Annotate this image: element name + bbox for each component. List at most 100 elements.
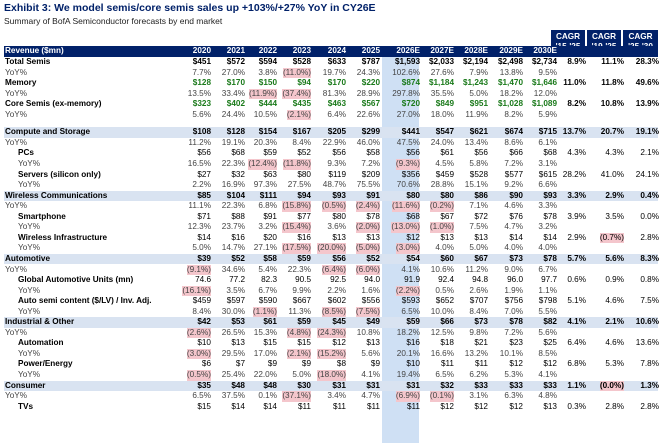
value-cell: 8.4% <box>469 306 488 316</box>
value-cell: $32 <box>440 380 454 390</box>
value-cell: (16.1%) <box>182 285 211 297</box>
row-label: YoY% <box>5 327 28 337</box>
value-cell: 6.1% <box>538 137 557 147</box>
value-cell: 9.5% <box>538 67 557 77</box>
value-cell: 297.8% <box>392 88 420 98</box>
value-cell: $441 <box>401 127 420 137</box>
row-label: YoY% <box>5 201 28 211</box>
value-cell: $594 <box>258 57 277 67</box>
value-cell: 25.4% <box>221 370 245 379</box>
value-cell: 4.7% <box>504 222 523 232</box>
value-cell: 28.9% <box>356 88 380 98</box>
value-cell: (1.1%) <box>252 306 277 318</box>
value-cell: $567 <box>361 99 380 109</box>
value-cell: $86 <box>474 190 488 200</box>
row-label: Compute and Storage <box>5 127 91 137</box>
value-cell: 5.4% <box>258 264 277 274</box>
row-label: YoY% <box>5 391 28 401</box>
value-cell: 11.3% <box>288 306 311 316</box>
value-cell: $56 <box>332 148 346 158</box>
value-cell: $52 <box>366 253 380 263</box>
cagr-cell: 5.3% <box>605 359 624 369</box>
table-row: Automotive $39 $52 $58 $59 $56 $52 $54 $60 $67 $73… <box>4 253 659 265</box>
value-cell: 23.7% <box>221 222 245 232</box>
value-cell: 7.9% <box>469 67 488 77</box>
value-cell: 7.1% <box>469 201 488 211</box>
value-cell: 4.0% <box>435 243 454 253</box>
value-cell: 7.7% <box>192 67 211 77</box>
row-label: Auto semi content ($/LV) / Inv. Adj. <box>18 296 152 306</box>
value-cell: 18.0% <box>430 109 454 119</box>
cagr-cell: 10.6% <box>635 317 659 327</box>
row-label: Industrial & Other <box>5 317 75 327</box>
value-cell: $528 <box>292 57 311 67</box>
value-cell: $459 <box>435 169 454 179</box>
value-cell: 8.4% <box>292 137 311 147</box>
value-cell: $67 <box>440 211 454 221</box>
value-cell: $58 <box>366 148 380 158</box>
value-cell: 91.9 <box>404 275 420 285</box>
value-cell: 3.3% <box>538 201 557 211</box>
value-cell: 37.5% <box>221 391 245 401</box>
value-cell: 19.1% <box>221 137 245 147</box>
yoy-row: YoY% 8.4% 30.0% (1.1%) 11.3% (8.5%) (7.5%) 6.5%… <box>4 306 658 318</box>
value-cell: $30 <box>297 380 311 390</box>
value-cell: 3.5% <box>226 285 245 295</box>
value-cell: $220 <box>361 78 380 88</box>
value-cell: 27.0% <box>221 67 245 77</box>
value-cell: $93 <box>332 190 346 200</box>
value-cell: 3.2% <box>538 222 557 232</box>
value-cell: (15.8%) <box>282 201 311 212</box>
table-row: Servers (silicon only) $27 $32 $63 $80 $119 $2… <box>4 169 659 181</box>
row-label: YoY% <box>5 137 28 147</box>
row-label: YoY% <box>5 88 28 98</box>
value-cell: 47.5% <box>396 137 420 147</box>
value-cell: $1,646 <box>531 78 557 88</box>
value-cell: 6.5% <box>192 391 211 401</box>
value-cell: $58 <box>263 253 277 263</box>
value-cell: (17.5%) <box>282 243 311 254</box>
value-cell: 5.6% <box>538 327 557 337</box>
cagr-cell: 3.5% <box>605 211 624 221</box>
cagr-cell: 4.6% <box>605 338 624 348</box>
value-cell: 5.6% <box>361 348 380 358</box>
value-cell: $80 <box>406 190 420 200</box>
value-cell: $13 <box>231 338 245 348</box>
value-cell: 4.5% <box>435 159 454 168</box>
cagr-cell: 49.6% <box>635 78 659 88</box>
row-label: Smartphone <box>18 211 66 221</box>
yoy-row: YoY% 2.2% 16.9% 97.3% 27.5% 48.7% 75.5% 70.6% 28… <box>4 180 658 191</box>
value-cell: $209 <box>361 169 380 179</box>
row-label: Automation <box>18 338 64 348</box>
value-cell: $13 <box>474 232 488 242</box>
value-cell: $39 <box>197 253 211 263</box>
value-cell: (18.0%) <box>317 370 346 381</box>
value-cell: $76 <box>509 211 523 221</box>
value-cell: 27.6% <box>430 67 454 77</box>
header-year: 2024 <box>327 46 346 55</box>
value-cell: 7.2% <box>504 327 523 337</box>
value-cell: $59 <box>297 253 311 263</box>
yoy-row: YoY% (9.1%) 34.6% 5.4% 22.3% (6.4%) (6.0%) 4.1%… <box>4 264 658 275</box>
value-cell: $78 <box>543 253 557 263</box>
value-cell: 9.2% <box>504 180 523 190</box>
value-cell: 5.0% <box>469 88 488 98</box>
table-row: Power/Energy $6 $7 $9 $9 $8 $9 $10 $11 $11 $12 $12 6… <box>4 359 659 370</box>
value-cell: $1,089 <box>531 99 557 109</box>
cagr-cell: 2.9% <box>605 190 624 200</box>
value-cell: $80 <box>332 211 346 221</box>
value-cell: $150 <box>258 78 277 88</box>
value-cell: 24.4% <box>221 109 245 119</box>
value-cell: $59 <box>406 317 420 327</box>
value-cell: 1.6% <box>361 285 380 295</box>
value-cell: $167 <box>292 127 311 137</box>
value-cell: 4.8% <box>538 391 557 401</box>
cagr-cell: 13.6% <box>635 338 659 348</box>
header-label: Revenue ($mn) <box>5 46 64 55</box>
row-label: Wireless Communications <box>5 190 108 200</box>
row-label: YoY% <box>5 264 28 274</box>
value-cell: 22.3% <box>221 201 245 211</box>
value-cell: 11.1% <box>188 201 211 211</box>
table-row: Automation $10 $13 $15 $15 $12 $13 $16 $18 $21 $23… <box>4 338 659 349</box>
cagr-cell: (0.7%) <box>599 232 624 244</box>
